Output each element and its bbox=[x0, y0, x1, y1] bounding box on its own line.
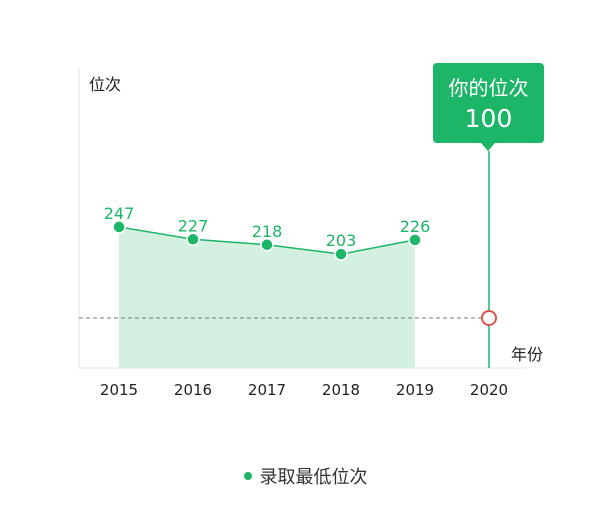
x-tick-labels-layer: 2015 2016 2017 2018 2019 2020 bbox=[100, 381, 508, 399]
data-label-2015: 247 bbox=[104, 204, 135, 223]
data-points-layer bbox=[112, 220, 497, 326]
series-area bbox=[119, 226, 415, 368]
your-rank-callout: 你的位次 100 bbox=[433, 63, 544, 151]
your-rank-marker bbox=[481, 310, 497, 326]
x-tick-label-2018: 2018 bbox=[322, 381, 360, 399]
callout-box bbox=[433, 63, 544, 143]
callout-title: 你的位次 bbox=[449, 76, 529, 100]
area-fill-layer bbox=[119, 226, 415, 368]
legend-label: 录取最低位次 bbox=[259, 467, 368, 488]
data-label-2016: 227 bbox=[178, 216, 209, 235]
callout-value: 100 bbox=[465, 104, 513, 133]
data-label-2018: 203 bbox=[326, 231, 357, 250]
data-label-2019: 226 bbox=[400, 217, 431, 236]
callout-pointer bbox=[481, 143, 495, 151]
x-tick-label-2019: 2019 bbox=[396, 381, 434, 399]
data-point-2017 bbox=[260, 238, 274, 252]
data-point-2018 bbox=[334, 247, 348, 261]
data-labels-layer: 247 227 218 203 226 bbox=[104, 204, 431, 250]
data-point-2016 bbox=[186, 232, 200, 247]
data-point-2015 bbox=[112, 220, 126, 234]
x-tick-label-2015: 2015 bbox=[100, 381, 138, 399]
y-axis-label: 位次 bbox=[89, 75, 121, 94]
x-tick-label-2017: 2017 bbox=[248, 381, 286, 399]
x-tick-label-2016: 2016 bbox=[174, 381, 212, 399]
data-label-2017: 218 bbox=[252, 222, 283, 241]
data-point-2019 bbox=[408, 233, 422, 247]
legend-marker bbox=[243, 472, 252, 480]
x-tick-label-2020: 2020 bbox=[470, 381, 508, 399]
legend: 录取最低位次 bbox=[0, 463, 611, 489]
reference-layer bbox=[79, 151, 490, 368]
x-axis-label: 年份 bbox=[511, 345, 543, 364]
